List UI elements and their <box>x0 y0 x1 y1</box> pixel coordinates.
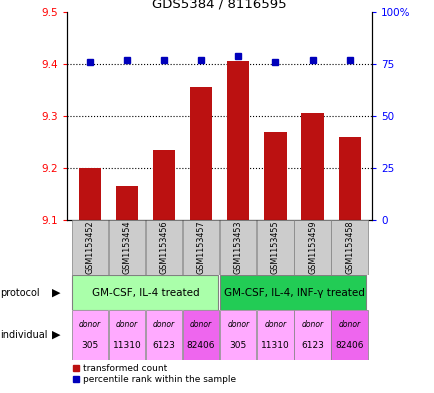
Bar <box>220 275 365 310</box>
Text: 11310: 11310 <box>112 342 141 350</box>
Text: ▶: ▶ <box>52 330 61 340</box>
Text: GSM1153453: GSM1153453 <box>233 221 242 274</box>
Bar <box>182 220 219 275</box>
Text: donor: donor <box>338 320 360 329</box>
Text: GSM1153454: GSM1153454 <box>122 221 131 274</box>
Bar <box>220 310 256 360</box>
Bar <box>145 310 182 360</box>
Text: GSM1153455: GSM1153455 <box>270 221 279 274</box>
Legend: transformed count, percentile rank within the sample: transformed count, percentile rank withi… <box>72 364 235 384</box>
Bar <box>145 220 182 275</box>
Text: individual: individual <box>0 330 47 340</box>
Bar <box>220 220 256 275</box>
Text: donor: donor <box>190 320 212 329</box>
Text: donor: donor <box>153 320 174 329</box>
Text: 11310: 11310 <box>260 342 289 350</box>
Bar <box>71 275 217 310</box>
Text: GSM1153459: GSM1153459 <box>307 221 316 274</box>
Bar <box>294 220 330 275</box>
Bar <box>108 220 145 275</box>
Bar <box>190 87 212 220</box>
Text: protocol: protocol <box>0 288 39 298</box>
Text: GM-CSF, IL-4 treated: GM-CSF, IL-4 treated <box>92 288 199 298</box>
Text: GSM1153456: GSM1153456 <box>159 221 168 274</box>
Text: GM-CSF, IL-4, INF-γ treated: GM-CSF, IL-4, INF-γ treated <box>223 288 364 298</box>
Text: donor: donor <box>301 320 323 329</box>
Text: 6123: 6123 <box>300 342 323 350</box>
Bar <box>115 186 138 220</box>
Bar <box>331 220 367 275</box>
Text: GSM1153452: GSM1153452 <box>85 221 94 274</box>
Text: donor: donor <box>227 320 249 329</box>
Bar <box>294 310 330 360</box>
Text: 305: 305 <box>81 342 98 350</box>
Bar <box>256 310 293 360</box>
Text: donor: donor <box>79 320 101 329</box>
Bar <box>301 113 323 220</box>
Bar <box>71 310 108 360</box>
Title: GDS5384 / 8116595: GDS5384 / 8116595 <box>152 0 286 11</box>
Text: ▶: ▶ <box>52 288 61 298</box>
Bar <box>71 220 108 275</box>
Text: 305: 305 <box>229 342 247 350</box>
Bar <box>182 310 219 360</box>
Text: 82406: 82406 <box>187 342 215 350</box>
Bar <box>256 220 293 275</box>
Bar <box>263 132 286 220</box>
Bar <box>108 310 145 360</box>
Bar <box>331 310 367 360</box>
Text: GSM1153458: GSM1153458 <box>344 221 353 274</box>
Text: GSM1153457: GSM1153457 <box>196 221 205 274</box>
Bar <box>79 168 101 220</box>
Bar <box>227 61 249 220</box>
Text: donor: donor <box>115 320 138 329</box>
Bar <box>338 137 360 220</box>
Text: 6123: 6123 <box>152 342 175 350</box>
Text: donor: donor <box>264 320 286 329</box>
Text: 82406: 82406 <box>335 342 363 350</box>
Bar <box>152 150 175 220</box>
